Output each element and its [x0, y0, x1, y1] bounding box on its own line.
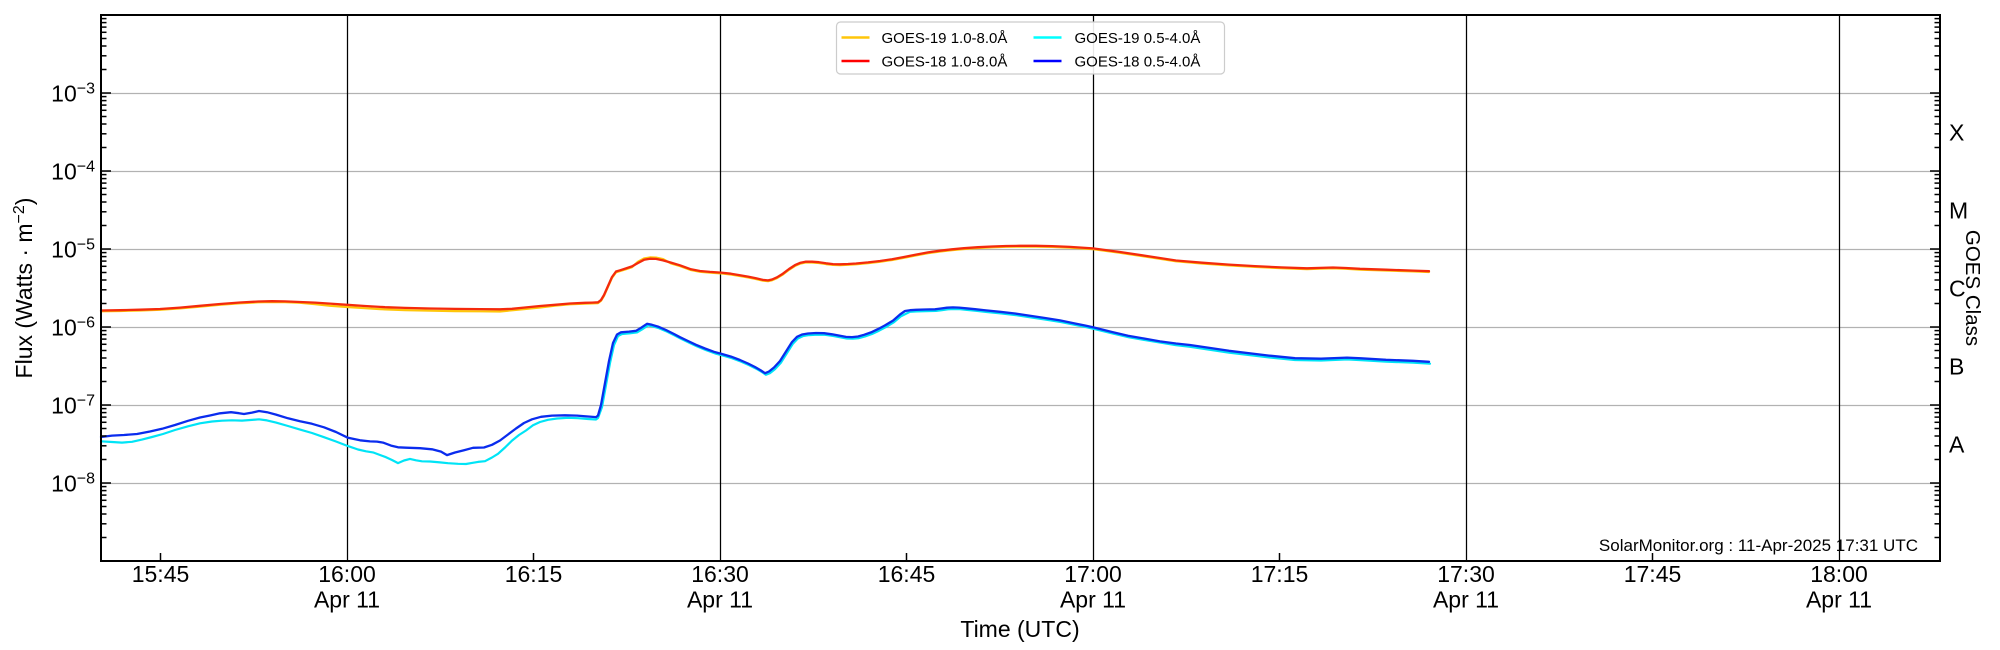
svg-text:17:00: 17:00 [1064, 561, 1122, 587]
svg-text:17:45: 17:45 [1624, 561, 1682, 587]
svg-text:Apr 11: Apr 11 [1806, 587, 1872, 613]
svg-text:X: X [1949, 119, 1964, 145]
svg-text:18:00: 18:00 [1810, 561, 1868, 587]
svg-text:Apr 11: Apr 11 [1433, 587, 1499, 613]
svg-text:Apr 11: Apr 11 [1060, 587, 1126, 613]
svg-text:Flux (Watts · m−2): Flux (Watts · m−2) [11, 198, 37, 379]
svg-text:17:15: 17:15 [1251, 561, 1309, 587]
svg-text:A: A [1949, 431, 1965, 457]
svg-text:Apr 11: Apr 11 [687, 587, 753, 613]
svg-text:16:45: 16:45 [878, 561, 936, 587]
svg-text:SolarMonitor.org : 11-Apr-2025: SolarMonitor.org : 11-Apr-2025 17:31 UTC [1599, 536, 1918, 555]
svg-text:10−4: 10−4 [51, 158, 95, 184]
svg-text:17:30: 17:30 [1437, 561, 1495, 587]
svg-text:GOES-19 1.0-8.0Å: GOES-19 1.0-8.0Å [882, 30, 1008, 47]
svg-text:15:45: 15:45 [132, 561, 190, 587]
svg-text:M: M [1949, 197, 1968, 223]
svg-text:Apr 11: Apr 11 [314, 587, 380, 613]
svg-text:16:30: 16:30 [691, 561, 749, 587]
svg-text:B: B [1949, 353, 1964, 379]
svg-text:GOES-18 0.5-4.0Å: GOES-18 0.5-4.0Å [1075, 53, 1201, 70]
svg-text:16:15: 16:15 [505, 561, 563, 587]
svg-text:Time (UTC): Time (UTC) [960, 616, 1079, 642]
svg-text:C: C [1949, 275, 1966, 301]
svg-text:GOES-19 0.5-4.0Å: GOES-19 0.5-4.0Å [1075, 30, 1201, 47]
svg-text:10−6: 10−6 [51, 314, 95, 340]
svg-text:16:00: 16:00 [318, 561, 376, 587]
svg-text:GOES-18 1.0-8.0Å: GOES-18 1.0-8.0Å [882, 53, 1008, 70]
svg-text:GOES Class: GOES Class [1961, 230, 1984, 346]
